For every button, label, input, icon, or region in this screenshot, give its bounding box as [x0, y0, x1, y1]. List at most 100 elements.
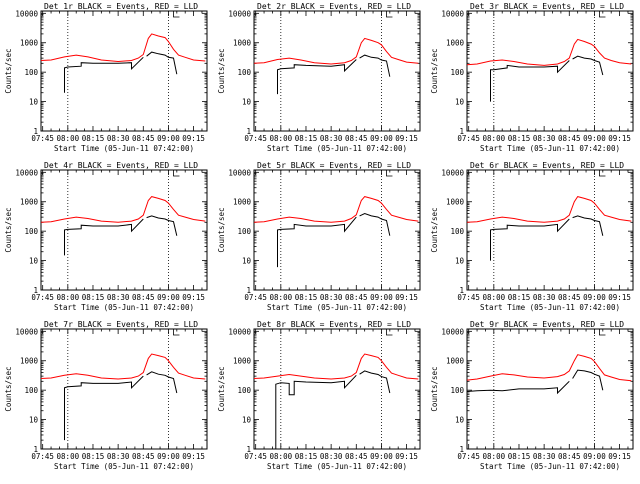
- panel-title: Det 6r BLACK = Events, RED = LLD: [470, 161, 624, 170]
- plot-frame: [40, 10, 208, 132]
- y-axis-label: Counts/sec: [4, 48, 13, 93]
- x-tick-label: 09:00: [370, 293, 393, 302]
- panel-title: Det 3r BLACK = Events, RED = LLD: [470, 2, 624, 11]
- x-tick-label: 08:45: [132, 293, 155, 302]
- plot-frame: [466, 169, 634, 291]
- y-tick-label: 1000: [446, 198, 465, 207]
- y-tick-label: 100: [237, 68, 251, 77]
- x-tick-label: 08:30: [533, 134, 556, 143]
- x-tick-label: 09:00: [370, 134, 393, 143]
- x-axis-label: Start Time (05-Jun-11 07:42:00): [54, 462, 194, 471]
- panel-det-8: Det 8r BLACK = Events, RED = LLD 1 10 100 10…: [217, 320, 421, 471]
- x-tick-label: 09:00: [157, 134, 180, 143]
- x-tick-label: 08:00: [483, 452, 506, 461]
- x-tick-label: 08:30: [107, 452, 130, 461]
- plot-frame: [466, 328, 634, 450]
- plot-frame: [40, 169, 208, 291]
- x-axis-label: Start Time (05-Jun-11 07:42:00): [54, 303, 194, 312]
- x-tick-label: 08:30: [533, 293, 556, 302]
- attenuator-marker: [173, 170, 180, 177]
- plot-frame: [40, 328, 208, 450]
- lld-rate-line: [467, 38, 632, 66]
- events-rate-line: [467, 380, 570, 395]
- y-tick-label: 1: [459, 286, 464, 295]
- y-tick-label: 10: [242, 98, 252, 107]
- y-tick-label: 10000: [228, 327, 251, 336]
- x-axis-label: Start Time (05-Jun-11 07:42:00): [480, 462, 620, 471]
- y-tick-label: 1000: [446, 39, 465, 48]
- attenuator-marker: [599, 329, 606, 336]
- y-tick-label: 10000: [15, 327, 38, 336]
- plot-frame: [466, 10, 634, 132]
- x-tick-label: 09:15: [182, 452, 205, 461]
- x-axis-label: Start Time (05-Jun-11 07:42:00): [480, 144, 620, 153]
- events-rate-line: [277, 59, 357, 95]
- plot-frame: [253, 328, 421, 450]
- panel-det-9: Det 9r BLACK = Events, RED = LLD 1 10 100 10…: [430, 320, 634, 471]
- y-tick-label: 1: [33, 445, 38, 454]
- x-tick-label: 08:15: [508, 293, 531, 302]
- events-rate-line: [275, 374, 357, 449]
- x-tick-label: 07:45: [244, 134, 267, 143]
- x-tick-label: 07:45: [31, 134, 54, 143]
- y-tick-label: 1000: [446, 357, 465, 366]
- x-tick-label: 08:45: [345, 293, 368, 302]
- y-tick-label: 1000: [20, 357, 39, 366]
- y-axis-label: Counts/sec: [430, 48, 439, 93]
- x-tick-label: 09:15: [395, 452, 418, 461]
- x-tick-label: 08:30: [320, 293, 343, 302]
- y-tick-label: 10: [29, 98, 39, 107]
- events-rate-line: [572, 55, 604, 76]
- x-tick-label: 08:15: [82, 452, 105, 461]
- series-group: [254, 196, 419, 268]
- attenuator-marker: [173, 329, 180, 336]
- events-rate-line: [277, 216, 357, 268]
- x-tick-label: 07:45: [31, 452, 54, 461]
- x-axis-label: Start Time (05-Jun-11 07:42:00): [480, 303, 620, 312]
- events-rate-line: [64, 375, 144, 441]
- y-tick-label: 10000: [441, 9, 464, 18]
- lld-rate-line: [467, 196, 632, 223]
- x-tick-label: 08:00: [483, 134, 506, 143]
- plot-frame: [253, 169, 421, 291]
- y-axis-label: Counts/sec: [4, 366, 13, 411]
- plot-frame: [253, 10, 421, 132]
- panel-det-6: Det 6r BLACK = Events, RED = LLD 1 10 100 10…: [430, 161, 634, 312]
- panel-title: Det 7r BLACK = Events, RED = LLD: [44, 320, 198, 329]
- y-tick-label: 10: [29, 257, 39, 266]
- panel-title: Det 5r BLACK = Events, RED = LLD: [257, 161, 411, 170]
- x-tick-label: 08:00: [270, 134, 293, 143]
- x-tick-label: 09:15: [182, 293, 205, 302]
- events-rate-line: [572, 369, 604, 391]
- y-tick-label: 10: [455, 416, 465, 425]
- series-group: [41, 353, 206, 441]
- x-tick-label: 09:15: [608, 293, 631, 302]
- events-rate-line: [146, 371, 178, 394]
- events-rate-line: [490, 60, 570, 102]
- x-tick-label: 07:45: [244, 293, 267, 302]
- y-axis-label: Counts/sec: [430, 207, 439, 252]
- y-tick-label: 100: [24, 386, 38, 395]
- y-tick-label: 10000: [228, 9, 251, 18]
- x-axis-label: Start Time (05-Jun-11 07:42:00): [267, 462, 407, 471]
- panel-title: Det 2r BLACK = Events, RED = LLD: [257, 2, 411, 11]
- events-rate-line: [359, 54, 391, 77]
- y-tick-label: 10000: [441, 168, 464, 177]
- x-tick-label: 08:15: [295, 452, 318, 461]
- x-tick-label: 09:00: [157, 293, 180, 302]
- lld-rate-line: [254, 37, 419, 65]
- panel-det-7: Det 7r BLACK = Events, RED = LLD 1 10 100 10…: [4, 320, 208, 471]
- events-rate-line: [146, 215, 178, 236]
- panel-det-1: Det 1r BLACK = Events, RED = LLD 1 10 100 10…: [4, 2, 208, 153]
- panel-det-4: Det 4r BLACK = Events, RED = LLD 1 10 100 10…: [4, 161, 208, 312]
- lld-rate-line: [467, 354, 632, 382]
- x-axis-label: Start Time (05-Jun-11 07:42:00): [54, 144, 194, 153]
- x-tick-label: 08:15: [508, 134, 531, 143]
- x-tick-label: 08:45: [132, 134, 155, 143]
- y-tick-label: 100: [237, 386, 251, 395]
- x-tick-label: 08:00: [57, 134, 80, 143]
- x-tick-label: 09:00: [157, 452, 180, 461]
- x-tick-label: 08:15: [82, 293, 105, 302]
